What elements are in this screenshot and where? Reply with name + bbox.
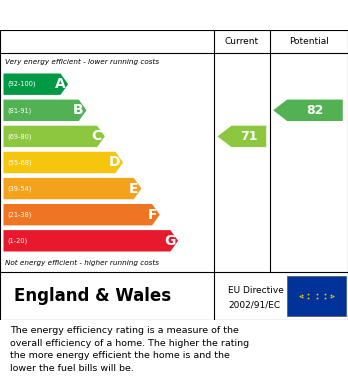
Text: (81-91): (81-91) (8, 107, 32, 113)
Text: The energy efficiency rating is a measure of the
overall efficiency of a home. T: The energy efficiency rating is a measur… (10, 326, 250, 373)
Text: (1-20): (1-20) (8, 238, 28, 244)
Text: D: D (109, 156, 120, 169)
Text: E: E (129, 181, 139, 196)
Text: Current: Current (225, 37, 259, 46)
Text: (69-80): (69-80) (8, 133, 32, 140)
Text: 82: 82 (306, 104, 324, 117)
Text: G: G (164, 234, 175, 248)
Polygon shape (3, 204, 160, 225)
Polygon shape (3, 152, 123, 173)
Polygon shape (3, 74, 68, 95)
Text: A: A (55, 77, 65, 91)
Polygon shape (3, 230, 178, 251)
Bar (287, 276, 346, 316)
Polygon shape (3, 126, 105, 147)
Text: (39-54): (39-54) (8, 185, 32, 192)
Text: 2002/91/EC: 2002/91/EC (228, 300, 280, 309)
Text: England & Wales: England & Wales (14, 287, 171, 305)
Text: (21-38): (21-38) (8, 212, 32, 218)
Polygon shape (218, 126, 266, 147)
Text: Very energy efficient - lower running costs: Very energy efficient - lower running co… (5, 59, 159, 65)
Text: (55-68): (55-68) (8, 159, 32, 166)
Text: (92-100): (92-100) (8, 81, 36, 88)
Polygon shape (3, 178, 141, 199)
Polygon shape (3, 100, 86, 121)
Text: F: F (148, 208, 157, 222)
Text: C: C (92, 129, 102, 143)
Text: B: B (73, 103, 84, 117)
Text: Energy Efficiency Rating: Energy Efficiency Rating (10, 7, 213, 23)
Text: 71: 71 (240, 130, 258, 143)
Text: EU Directive: EU Directive (228, 286, 284, 295)
Text: Potential: Potential (289, 37, 329, 46)
Text: Not energy efficient - higher running costs: Not energy efficient - higher running co… (5, 260, 159, 266)
Polygon shape (273, 100, 343, 121)
